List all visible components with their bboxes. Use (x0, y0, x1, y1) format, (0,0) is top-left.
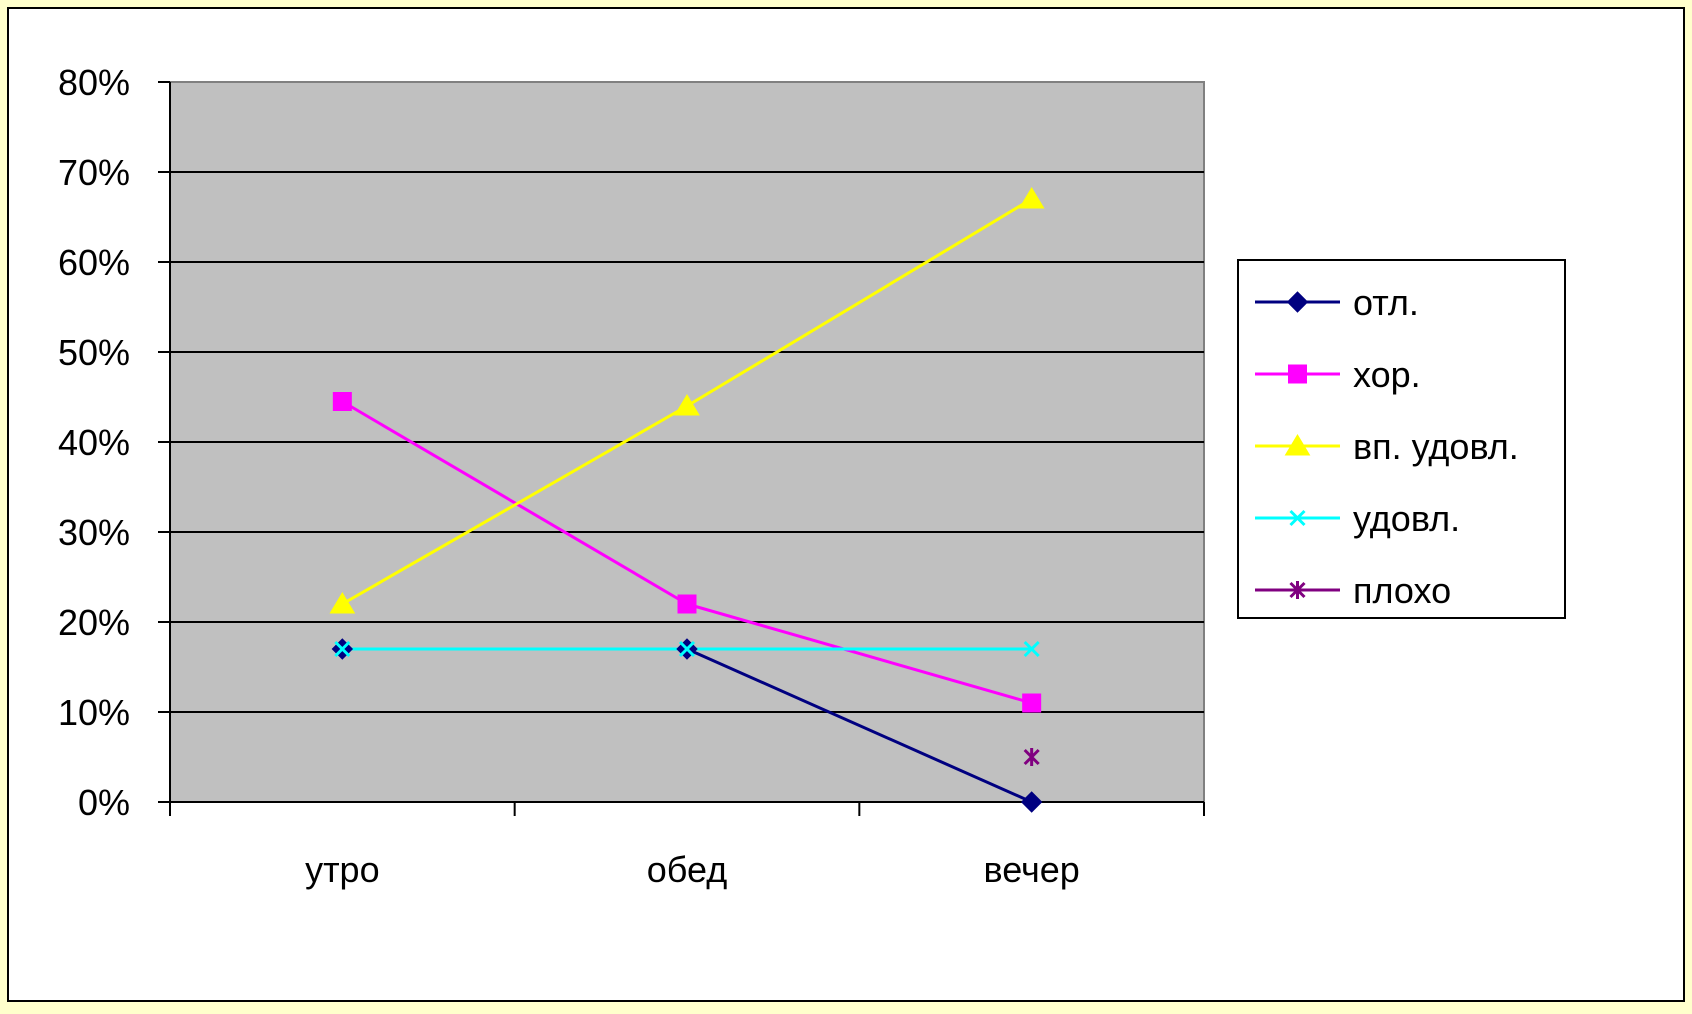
legend-marker (1289, 509, 1306, 527)
data-point-marker (1018, 187, 1045, 209)
data-point-marker (1023, 748, 1040, 766)
legend-box (1237, 259, 1566, 619)
legend-label: отл. (1353, 282, 1419, 323)
series-lines (341, 197, 1033, 804)
data-point-marker (674, 394, 700, 416)
series-line-segment (686, 647, 1033, 804)
y-tick-label: 20% (58, 602, 130, 643)
series-line-segment (686, 197, 1033, 408)
x-tick-label: утро (305, 849, 380, 890)
data-point-marker (677, 594, 697, 614)
gridlines (170, 171, 1204, 713)
legend-marker (1286, 291, 1309, 313)
legend-label: плохо (1353, 570, 1451, 611)
y-tick-label: 40% (58, 422, 130, 463)
legend: отл. хор. вп. удовл. удовл. плохо (1237, 259, 1566, 619)
y-tick-label: 60% (58, 242, 130, 283)
x-axis-tick-labels: утро обед вечер (305, 849, 1080, 890)
data-point-marker (678, 640, 696, 658)
y-tick-label: 30% (58, 512, 130, 553)
series-markers (329, 187, 1045, 813)
data-point-marker (1023, 640, 1040, 658)
y-tick-label: 80% (58, 62, 130, 103)
y-axis-tick-labels: 0% 10% 20% 30% 40% 50% 60% 70% 80% (58, 62, 130, 823)
x-tick-label: вечер (983, 849, 1079, 890)
legend-marker (1284, 434, 1311, 456)
y-tick-label: 70% (58, 152, 130, 193)
data-point-marker (1022, 693, 1042, 713)
legend-label: удовл. (1353, 498, 1460, 539)
legend-marker (1289, 581, 1306, 599)
legend-marker (1288, 364, 1307, 384)
data-point-marker (329, 592, 356, 614)
legend-label: вп. удовл. (1353, 426, 1519, 467)
y-tick-label: 0% (78, 782, 130, 823)
data-point-marker (332, 392, 352, 411)
x-tick-label: обед (647, 849, 727, 890)
series-line-segment (341, 404, 688, 606)
y-tick-label: 50% (58, 332, 130, 373)
data-point-marker (1020, 791, 1043, 813)
legend-label: хор. (1353, 354, 1421, 395)
data-point-marker (334, 640, 351, 658)
series-line-segment (686, 602, 1033, 705)
series-line-segment (341, 400, 688, 606)
y-tick-label: 10% (58, 692, 130, 733)
